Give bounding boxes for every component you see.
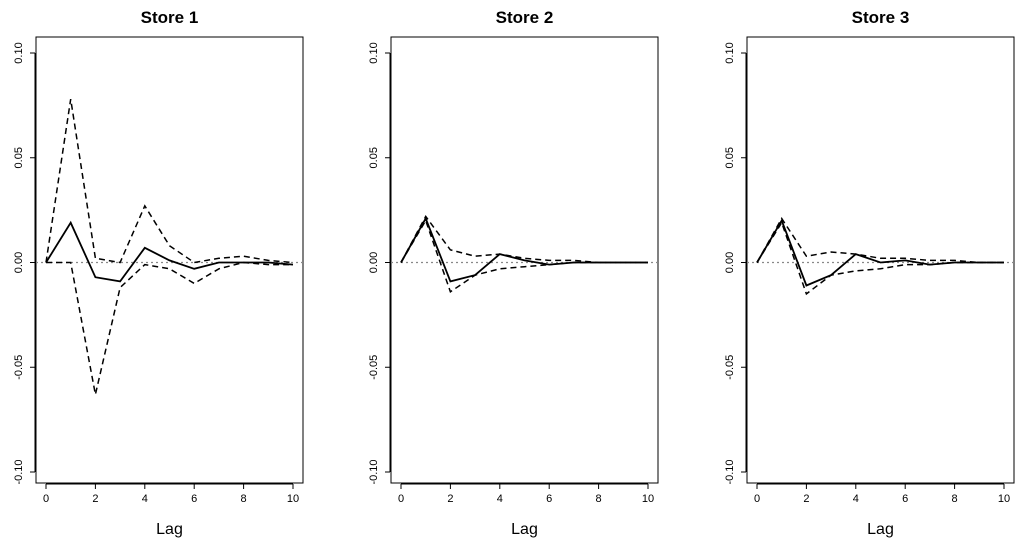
x-axis-label: Lag — [867, 521, 894, 538]
plot-frame — [390, 36, 659, 484]
x-tick-label: 10 — [642, 493, 654, 505]
x-tick-label: 4 — [853, 493, 859, 505]
x-tick-label: 10 — [287, 493, 299, 505]
y-tick-label: -0.10 — [368, 459, 380, 484]
y-tick-label: 0.00 — [724, 252, 736, 273]
x-tick-label: 8 — [596, 493, 602, 505]
interval-bound-line-2 — [756, 217, 1004, 264]
y-tick-label: 0.05 — [13, 147, 25, 168]
x-tick-label: 8 — [952, 493, 958, 505]
x-tick-label: 2 — [92, 493, 98, 505]
y-tick-label: -0.05 — [724, 355, 736, 380]
panel-2: Store 2 0 2 4 6 8 10 Lag -0.10 -0.05 0.00 0.05 0.10 — [368, 8, 659, 538]
x-tick-label: 4 — [142, 493, 148, 505]
chart-title: Store 1 — [141, 8, 199, 27]
x-tick-label: 6 — [191, 493, 197, 505]
x-tick-label: 0 — [754, 493, 760, 505]
y-tick-label: -0.05 — [368, 355, 380, 380]
y-tick-label: 0.10 — [368, 42, 380, 63]
y-tick-label: 0.00 — [13, 252, 25, 273]
x-tick-label: 2 — [447, 493, 453, 505]
estimate-line-1 — [400, 216, 648, 283]
plot-frame — [746, 36, 1015, 484]
x-tick-label: 6 — [546, 493, 552, 505]
y-tick-label: 0.10 — [13, 42, 25, 63]
panel-3: Store 3 0 2 4 6 8 10 Lag -0.10 -0.05 0.00 0.05 0.10 — [724, 8, 1015, 538]
x-tick-label: 10 — [998, 493, 1010, 505]
y-tick-label: -0.10 — [13, 459, 25, 484]
interval-bound-line-2 — [45, 98, 294, 264]
x-axis-label: Lag — [156, 521, 183, 538]
interval-bound-line-3 — [756, 220, 1004, 296]
y-tick-label: -0.05 — [13, 355, 25, 380]
interval-bound-line-3 — [46, 261, 293, 395]
plot-frame — [35, 36, 304, 484]
estimate-line-1 — [45, 220, 294, 283]
x-tick-label: 0 — [43, 493, 49, 505]
interval-bound-line-2 — [400, 214, 648, 264]
x-tick-label: 4 — [497, 493, 503, 505]
y-tick-label: 0.05 — [368, 147, 380, 168]
y-tick-label: 0.10 — [724, 42, 736, 63]
x-axis-label: Lag — [511, 521, 538, 538]
x-tick-label: 8 — [241, 493, 247, 505]
chart-title: Store 3 — [852, 8, 910, 27]
chart-title: Store 2 — [496, 8, 554, 27]
x-tick-label: 0 — [398, 493, 404, 505]
estimate-line-1 — [756, 218, 1004, 287]
y-tick-label: 0.00 — [368, 252, 380, 273]
x-tick-label: 2 — [803, 493, 809, 505]
x-tick-label: 6 — [902, 493, 908, 505]
y-tick-label: 0.05 — [724, 147, 736, 168]
panel-1: Store 1 0 2 4 6 8 10 Lag -0.10 -0.05 0.00 0.05 0.10 — [13, 8, 304, 538]
y-tick-label: -0.10 — [724, 459, 736, 484]
interval-bound-line-3 — [400, 218, 648, 293]
